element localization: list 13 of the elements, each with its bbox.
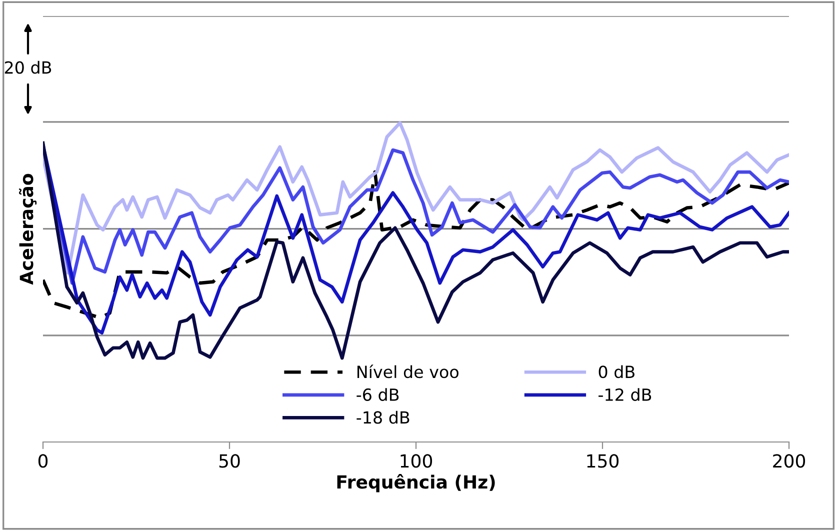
legend-label: -6 dB xyxy=(356,388,399,401)
legend-label: -18 dB xyxy=(356,410,410,424)
y-axis-title: Aceleração xyxy=(18,174,37,285)
x-tick-label: 150 xyxy=(587,454,619,468)
legend-label: -12 dB xyxy=(598,388,652,401)
x-tick-label: 50 xyxy=(219,454,240,468)
x-tick-label: 100 xyxy=(400,454,432,468)
x-tick-label: 0 xyxy=(38,454,48,468)
x-tick-label: 200 xyxy=(773,454,806,468)
x-axis-title: Frequência (Hz) xyxy=(337,474,495,492)
legend-label: Nível de voo xyxy=(357,364,458,378)
legend-label: 0 dB xyxy=(598,365,634,378)
text: 20 dB xyxy=(4,60,52,74)
